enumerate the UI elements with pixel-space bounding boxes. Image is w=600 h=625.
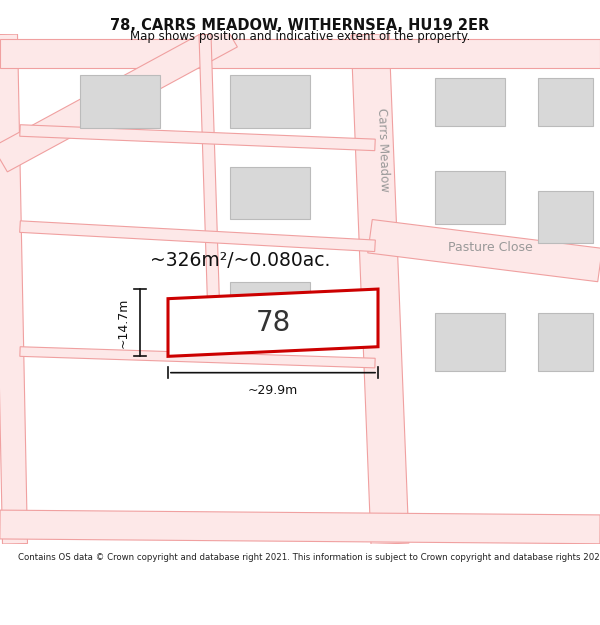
Polygon shape <box>230 166 310 219</box>
Polygon shape <box>228 299 362 351</box>
Polygon shape <box>199 34 221 352</box>
Polygon shape <box>0 34 28 544</box>
Polygon shape <box>0 22 238 172</box>
Polygon shape <box>435 313 505 371</box>
Polygon shape <box>538 78 593 126</box>
Polygon shape <box>538 191 593 243</box>
Polygon shape <box>230 282 310 335</box>
Text: Map shows position and indicative extent of the property.: Map shows position and indicative extent… <box>130 30 470 43</box>
Text: 78, CARRS MEADOW, WITHERNSEA, HU19 2ER: 78, CARRS MEADOW, WITHERNSEA, HU19 2ER <box>110 18 490 32</box>
Polygon shape <box>20 125 375 151</box>
Polygon shape <box>0 39 600 68</box>
Text: ~14.7m: ~14.7m <box>117 298 130 348</box>
Polygon shape <box>435 78 505 126</box>
Text: ~326m²/~0.080ac.: ~326m²/~0.080ac. <box>150 251 330 270</box>
Text: ~29.9m: ~29.9m <box>248 384 298 398</box>
Polygon shape <box>168 289 378 356</box>
Polygon shape <box>368 219 600 282</box>
Polygon shape <box>20 221 376 252</box>
Polygon shape <box>435 171 505 224</box>
Text: Pasture Close: Pasture Close <box>448 241 532 254</box>
Polygon shape <box>0 510 600 544</box>
Text: Carrs Meadow: Carrs Meadow <box>375 107 391 192</box>
Text: Contains OS data © Crown copyright and database right 2021. This information is : Contains OS data © Crown copyright and d… <box>18 553 600 562</box>
Polygon shape <box>351 34 409 544</box>
Polygon shape <box>80 75 160 128</box>
Polygon shape <box>538 313 593 371</box>
Polygon shape <box>20 347 375 368</box>
Text: 78: 78 <box>256 309 290 337</box>
Polygon shape <box>230 75 310 128</box>
